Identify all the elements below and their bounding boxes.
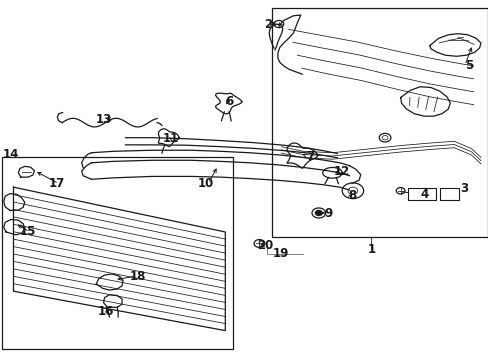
- Bar: [271, 8, 487, 237]
- Text: 12: 12: [333, 165, 349, 178]
- Text: 18: 18: [129, 270, 145, 283]
- Text: 10: 10: [197, 177, 214, 190]
- Text: 15: 15: [20, 225, 36, 238]
- FancyBboxPatch shape: [407, 188, 435, 200]
- Text: 11: 11: [163, 132, 179, 145]
- Text: 1: 1: [366, 243, 375, 256]
- Text: 6: 6: [224, 95, 233, 108]
- Text: 19: 19: [273, 247, 289, 260]
- Text: 14: 14: [3, 148, 19, 161]
- Text: 7: 7: [306, 150, 314, 163]
- Circle shape: [315, 211, 322, 216]
- Text: 8: 8: [347, 189, 355, 202]
- Text: 2: 2: [263, 18, 271, 31]
- Text: 17: 17: [49, 177, 65, 190]
- Text: 3: 3: [459, 183, 467, 195]
- Text: 20: 20: [257, 239, 273, 252]
- Bar: [439, 188, 458, 200]
- Text: 9: 9: [324, 207, 332, 220]
- Text: 16: 16: [98, 306, 114, 319]
- Text: 4: 4: [420, 188, 428, 201]
- Text: 5: 5: [464, 59, 472, 72]
- Text: 13: 13: [95, 113, 111, 126]
- Bar: [2, 157, 232, 349]
